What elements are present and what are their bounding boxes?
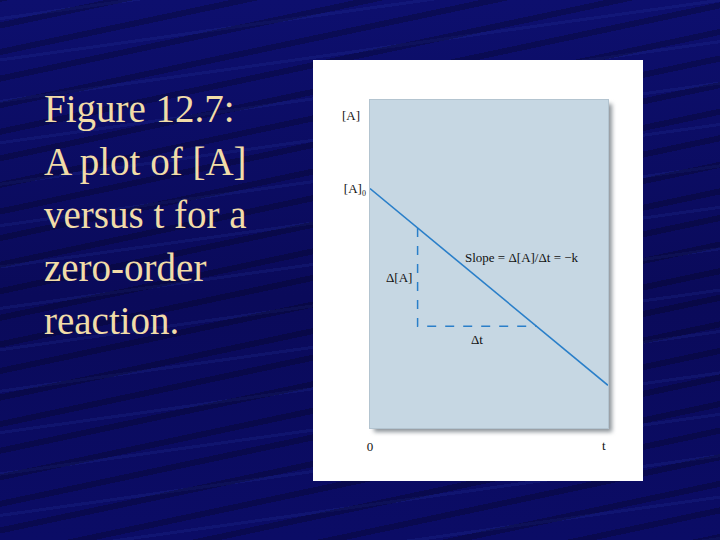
html-text:Figure 12.7: A plot of [A] ver: Figure 12.7: A plot of [A] versus t for … [44,87,247,342]
svg-text:t: t [602,438,606,453]
svg-text:Slope = Δ[A]/Δt = −k: Slope = Δ[A]/Δt = −k [465,250,579,265]
svg-text:Δt: Δt [471,332,483,347]
svg-text:[A]: [A] [342,108,360,123]
svg-text:0: 0 [367,439,374,454]
svg-text:Δ[A]: Δ[A] [386,270,412,285]
svg-text:[A]₀: [A]₀ [344,181,367,196]
